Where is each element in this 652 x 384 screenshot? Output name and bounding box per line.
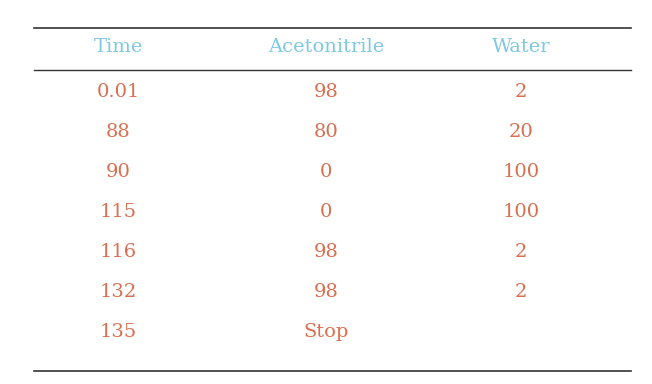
Text: 100: 100 <box>502 163 539 181</box>
Text: 0.01: 0.01 <box>96 83 140 101</box>
Text: 98: 98 <box>314 243 338 261</box>
Text: Water: Water <box>492 38 550 56</box>
Text: 20: 20 <box>509 123 533 141</box>
Text: 2: 2 <box>514 243 527 261</box>
Text: 115: 115 <box>100 203 137 221</box>
Text: 88: 88 <box>106 123 130 141</box>
Text: 98: 98 <box>314 83 338 101</box>
Text: 80: 80 <box>314 123 338 141</box>
Text: 100: 100 <box>502 203 539 221</box>
Text: 0: 0 <box>320 163 332 181</box>
Text: 0: 0 <box>320 203 332 221</box>
Text: Acetonitrile: Acetonitrile <box>268 38 384 56</box>
Text: 2: 2 <box>514 83 527 101</box>
Text: 135: 135 <box>100 323 137 341</box>
Text: 90: 90 <box>106 163 130 181</box>
Text: 132: 132 <box>100 283 137 301</box>
Text: Time: Time <box>93 38 143 56</box>
Text: 98: 98 <box>314 283 338 301</box>
Text: 2: 2 <box>514 283 527 301</box>
Text: Stop: Stop <box>303 323 349 341</box>
Text: 116: 116 <box>100 243 137 261</box>
